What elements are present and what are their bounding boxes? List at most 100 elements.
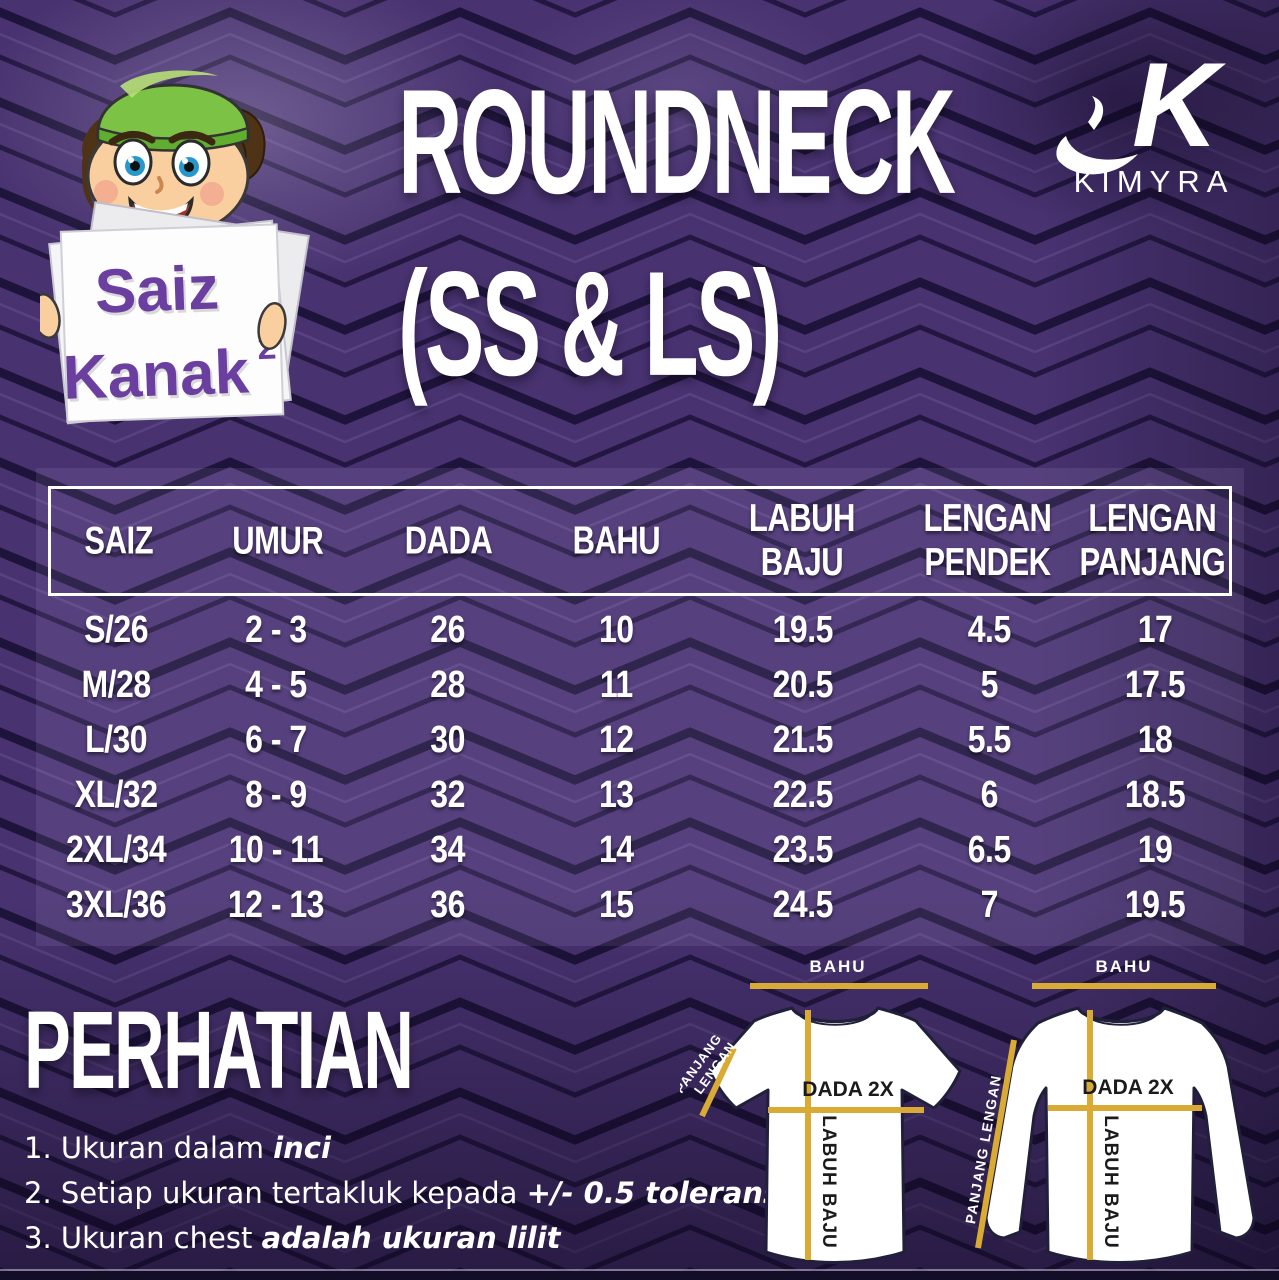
eye-right xyxy=(171,139,211,187)
table-header-bahu: BAHU xyxy=(572,518,661,562)
cell-umur: 8 - 9 xyxy=(245,772,307,816)
bahu-label: BAHU xyxy=(809,957,866,976)
cell-dada: 26 xyxy=(430,607,465,651)
table-row: 2XL/34 10 - 11 34 14 23.5 6.5 19 xyxy=(48,822,1232,877)
note-item-2: 2. Setiap ukuran tertakluk kepada +/- 0.… xyxy=(24,1176,781,1210)
logo-swoosh xyxy=(1056,136,1138,175)
cell-bahu: 14 xyxy=(599,827,634,871)
cell-saiz: M/28 xyxy=(81,662,152,706)
cell-lengan-panjang: 19 xyxy=(1137,827,1173,871)
table-row: XL/32 8 - 9 32 13 22.5 6 18.5 xyxy=(48,767,1232,822)
size-table-header: SAIZ UMUR DADA BAHU LABUH BAJU LENGAN PE… xyxy=(48,486,1232,596)
table-row: L/30 6 - 7 30 12 21.5 5.5 18 xyxy=(48,712,1232,767)
eye-left xyxy=(113,138,153,186)
cell-dada: 28 xyxy=(430,662,465,706)
cell-umur: 12 - 13 xyxy=(227,882,325,926)
cell-umur: 4 - 5 xyxy=(245,662,307,706)
badge-line1: Saiz xyxy=(94,253,220,326)
cell-bahu: 13 xyxy=(599,772,634,816)
dada-label: DADA 2X xyxy=(802,1078,893,1101)
cell-labuh-baju: 20.5 xyxy=(772,662,834,706)
eyebrow-left xyxy=(108,131,156,146)
cell-labuh-baju: 22.5 xyxy=(772,772,834,816)
brand-k-icon: K xyxy=(1132,38,1226,172)
hand-left xyxy=(40,293,61,339)
table-header-umur: UMUR xyxy=(232,518,324,562)
short-sleeve-diagram: BAHU DADA 2X LABUH BAJU PANJANG LENGAN xyxy=(680,957,962,1264)
boy-head xyxy=(81,70,266,238)
badge-line2: Kanak xyxy=(62,337,251,412)
cell-umur: 10 - 11 xyxy=(228,827,324,871)
table-header-dada: DADA xyxy=(404,518,493,562)
hand-right xyxy=(257,301,287,351)
cell-dada: 34 xyxy=(430,827,465,871)
cell-bahu: 11 xyxy=(599,662,633,706)
table-header-lengan-pendek: LENGAN PENDEK xyxy=(923,496,1052,584)
table-row: 3XL/36 12 - 13 36 15 24.5 7 19.5 xyxy=(48,877,1232,932)
cell-dada: 30 xyxy=(430,717,465,761)
cap-highlight xyxy=(120,70,218,98)
panjang-lengan-line xyxy=(975,1039,1017,1249)
cell-saiz: 3XL/36 xyxy=(65,882,167,926)
blush-right xyxy=(200,182,224,206)
cell-saiz: S/26 xyxy=(84,607,148,651)
cell-lengan-panjang: 17 xyxy=(1137,607,1173,651)
bottom-band xyxy=(0,1271,1279,1280)
title-line-1: ROUNDNECK xyxy=(398,59,956,226)
table-header-lengan-panjang: LENGAN PANJANG xyxy=(1079,496,1226,584)
cell-lengan-pendek: 6 xyxy=(980,772,999,816)
long-sleeve-diagram: BAHU DADA 2X LABUH BAJU PANJANG LENGAN xyxy=(964,957,1256,1264)
dada-label: DADA 2X xyxy=(1082,1076,1173,1099)
panjang-lengan-line xyxy=(699,1046,737,1118)
notes-list: 1. Ukuran dalam inci 2. Setiap ukuran te… xyxy=(24,1126,804,1261)
size-table: SAIZ UMUR DADA BAHU LABUH BAJU LENGAN PE… xyxy=(36,468,1244,946)
table-header-labuh-baju: LABUH BAJU xyxy=(748,496,856,584)
cell-labuh-baju: 21.5 xyxy=(772,717,834,761)
badge-shadow-1: Saiz xyxy=(96,256,222,329)
eyebrow-right xyxy=(168,131,216,146)
cell-lengan-pendek: 4.5 xyxy=(967,607,1011,651)
table-row: M/28 4 - 5 28 11 20.5 5 17.5 xyxy=(48,657,1232,712)
brand-logo: K KIMYRA xyxy=(1056,38,1235,199)
logo-tick xyxy=(1088,96,1104,130)
cell-bahu: 12 xyxy=(599,717,634,761)
cell-lengan-panjang: 17.5 xyxy=(1124,662,1186,706)
notes-heading: PERHATIAN xyxy=(24,987,414,1113)
cell-bahu: 10 xyxy=(599,607,634,651)
cell-lengan-pendek: 5.5 xyxy=(967,717,1011,761)
cell-saiz: XL/32 xyxy=(74,772,158,816)
labuh-baju-label: LABUH BAJU xyxy=(1100,1115,1121,1249)
nose xyxy=(155,176,164,194)
table-header-saiz: SAIZ xyxy=(84,518,154,562)
cell-lengan-pendek: 6.5 xyxy=(967,827,1011,871)
collar-rib xyxy=(796,1011,874,1026)
cell-labuh-baju: 24.5 xyxy=(772,882,834,926)
cell-dada: 36 xyxy=(430,882,465,926)
cell-bahu: 15 xyxy=(599,882,634,926)
paper-stack: Saiz Saiz Kanak Kanak 2 xyxy=(40,201,310,425)
cell-umur: 2 - 3 xyxy=(245,607,307,651)
poster-title: ROUNDNECK (SS & LS) xyxy=(398,58,1018,408)
size-table-body: S/26 2 - 3 26 10 19.5 4.5 17 M/28 4 - 5 … xyxy=(48,602,1232,932)
labuh-baju-label: LABUH BAJU xyxy=(818,1115,839,1249)
cell-lengan-pendek: 7 xyxy=(980,882,999,926)
note-item-1: 1. Ukuran dalam inci xyxy=(24,1131,331,1165)
cell-dada: 32 xyxy=(430,772,465,816)
cell-lengan-panjang: 18 xyxy=(1137,717,1173,761)
brand-name: KIMYRA xyxy=(1074,164,1235,199)
blush-left xyxy=(94,180,118,204)
cell-umur: 6 - 7 xyxy=(245,717,307,761)
note-item-3: 3. Ukuran chest adalah ukuran lilit xyxy=(24,1221,561,1255)
title-line-2: (SS & LS) xyxy=(398,241,782,408)
cell-labuh-baju: 23.5 xyxy=(772,827,834,871)
badge-shadow-2: Kanak xyxy=(64,340,253,415)
cell-lengan-pendek: 5 xyxy=(980,662,999,706)
cell-lengan-panjang: 18.5 xyxy=(1124,772,1186,816)
cell-saiz: 2XL/34 xyxy=(65,827,167,871)
boy-mascot-illustration: Saiz Saiz Kanak Kanak 2 xyxy=(40,70,310,425)
cell-labuh-baju: 19.5 xyxy=(772,607,834,651)
cell-lengan-panjang: 19.5 xyxy=(1124,882,1186,926)
cell-saiz: L/30 xyxy=(85,717,148,761)
table-row: S/26 2 - 3 26 10 19.5 4.5 17 xyxy=(48,602,1232,657)
